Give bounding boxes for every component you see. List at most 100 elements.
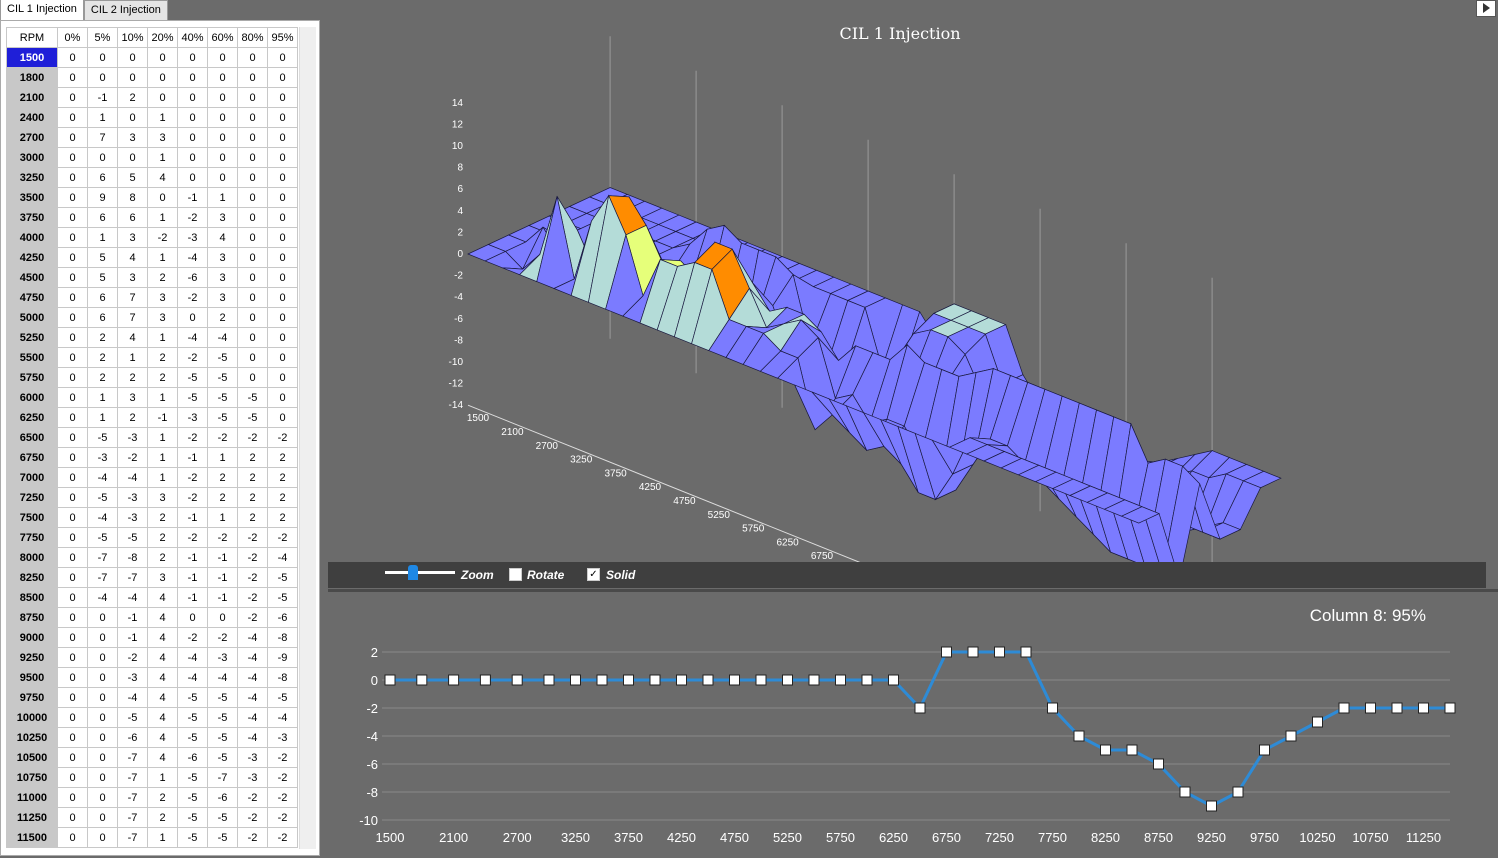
table-cell[interactable]: 0 bbox=[57, 667, 88, 688]
table-cell[interactable]: 0 bbox=[237, 307, 268, 328]
table-cell[interactable]: 0 bbox=[87, 707, 118, 728]
rpm-row-header[interactable]: 7750 bbox=[6, 527, 58, 548]
table-cell[interactable]: 6 bbox=[87, 287, 118, 308]
table-cell[interactable]: 0 bbox=[57, 447, 88, 468]
table-cell[interactable]: 2 bbox=[117, 87, 148, 108]
table-cell[interactable]: 0 bbox=[147, 87, 178, 108]
table-scrollbar[interactable] bbox=[299, 27, 316, 849]
table-cell[interactable]: -4 bbox=[237, 627, 268, 648]
table-cell[interactable]: 5 bbox=[87, 267, 118, 288]
table-cell[interactable]: -1 bbox=[117, 607, 148, 628]
table-cell[interactable]: -3 bbox=[237, 767, 268, 788]
table-cell[interactable]: 0 bbox=[57, 567, 88, 588]
table-cell[interactable]: -3 bbox=[207, 647, 238, 668]
rpm-row-header[interactable]: 9000 bbox=[6, 627, 58, 648]
data-point[interactable] bbox=[782, 674, 793, 686]
table-cell[interactable]: 3 bbox=[207, 287, 238, 308]
table-cell[interactable]: -8 bbox=[267, 627, 298, 648]
table-cell[interactable]: -1 bbox=[177, 547, 208, 568]
surface-chart[interactable]: CIL 1 Injection 14 12 10 8 6 4 2 0 -2 -4 -6 -8 -10 -1… bbox=[328, 0, 1498, 562]
table-cell[interactable]: 0 bbox=[267, 247, 298, 268]
table-cell[interactable]: 4 bbox=[117, 327, 148, 348]
table-cell[interactable]: 0 bbox=[57, 87, 88, 108]
data-point[interactable] bbox=[1206, 800, 1217, 812]
table-cell[interactable]: 0 bbox=[57, 607, 88, 628]
data-point[interactable] bbox=[967, 646, 979, 658]
zoom-slider-track[interactable] bbox=[385, 571, 455, 574]
table-cell[interactable]: -7 bbox=[87, 547, 118, 568]
table-cell[interactable]: 0 bbox=[177, 307, 208, 328]
table-cell[interactable]: 0 bbox=[267, 287, 298, 308]
table-cell[interactable]: 0 bbox=[177, 107, 208, 128]
table-cell[interactable]: 3 bbox=[147, 487, 178, 508]
table-cell[interactable]: 0 bbox=[237, 167, 268, 188]
rpm-row-header[interactable]: 2700 bbox=[6, 127, 58, 148]
table-cell[interactable]: 6 bbox=[87, 167, 118, 188]
table-cell[interactable]: 0 bbox=[207, 87, 238, 108]
rpm-row-header[interactable]: 10750 bbox=[6, 767, 58, 788]
data-point[interactable] bbox=[702, 674, 714, 686]
table-cell[interactable]: -2 bbox=[147, 227, 178, 248]
table-cell[interactable]: -2 bbox=[177, 467, 208, 488]
rpm-row-header[interactable]: 4500 bbox=[6, 267, 58, 288]
rpm-row-header[interactable]: 7000 bbox=[6, 467, 58, 488]
table-cell[interactable]: -7 bbox=[117, 567, 148, 588]
table-cell[interactable]: 1 bbox=[207, 187, 238, 208]
table-cell[interactable]: -5 bbox=[207, 407, 238, 428]
table-cell[interactable]: 0 bbox=[267, 347, 298, 368]
column-header[interactable]: 20% bbox=[147, 27, 178, 48]
table-cell[interactable]: -4 bbox=[177, 647, 208, 668]
table-cell[interactable]: -5 bbox=[87, 527, 118, 548]
data-point[interactable] bbox=[1232, 786, 1244, 798]
table-cell[interactable]: -2 bbox=[267, 807, 298, 828]
table-cell[interactable]: 6 bbox=[87, 207, 118, 228]
table-cell[interactable]: 0 bbox=[87, 147, 118, 168]
column-header[interactable]: 5% bbox=[87, 27, 118, 48]
table-cell[interactable]: 2 bbox=[147, 347, 178, 368]
rpm-row-header[interactable]: 11500 bbox=[6, 827, 58, 848]
table-cell[interactable]: -7 bbox=[117, 787, 148, 808]
table-cell[interactable]: 0 bbox=[177, 47, 208, 68]
table-cell[interactable]: 0 bbox=[267, 187, 298, 208]
table-cell[interactable]: -5 bbox=[177, 787, 208, 808]
table-cell[interactable]: -3 bbox=[117, 667, 148, 688]
table-cell[interactable]: 0 bbox=[87, 827, 118, 848]
data-point[interactable] bbox=[994, 646, 1005, 658]
table-cell[interactable]: 0 bbox=[57, 627, 88, 648]
data-point[interactable] bbox=[570, 674, 581, 686]
table-cell[interactable]: 0 bbox=[267, 267, 298, 288]
table-cell[interactable]: -5 bbox=[177, 387, 208, 408]
table-cell[interactable]: -3 bbox=[177, 407, 208, 428]
table-cell[interactable]: 1 bbox=[147, 427, 178, 448]
rpm-row-header[interactable]: 10250 bbox=[6, 727, 58, 748]
table-cell[interactable]: -5 bbox=[117, 527, 148, 548]
table-cell[interactable]: 4 bbox=[147, 667, 178, 688]
table-cell[interactable]: 0 bbox=[57, 327, 88, 348]
table-cell[interactable]: 0 bbox=[87, 687, 118, 708]
rpm-row-header[interactable]: 4750 bbox=[6, 287, 58, 308]
table-cell[interactable]: 0 bbox=[237, 207, 268, 228]
table-cell[interactable]: 0 bbox=[57, 647, 88, 668]
table-cell[interactable]: 0 bbox=[237, 287, 268, 308]
table-cell[interactable]: 1 bbox=[147, 467, 178, 488]
data-point[interactable] bbox=[1418, 702, 1429, 714]
table-cell[interactable]: -4 bbox=[177, 327, 208, 348]
table-cell[interactable]: 0 bbox=[57, 227, 88, 248]
table-cell[interactable]: 2 bbox=[87, 367, 118, 388]
table-cell[interactable]: -4 bbox=[267, 707, 298, 728]
table-cell[interactable]: 3 bbox=[207, 247, 238, 268]
zoom-slider-handle[interactable] bbox=[408, 565, 418, 580]
table-cell[interactable]: -1 bbox=[117, 627, 148, 648]
table-cell[interactable]: 2 bbox=[267, 447, 298, 468]
table-cell[interactable]: -4 bbox=[177, 667, 208, 688]
data-point[interactable] bbox=[1312, 716, 1323, 728]
table-cell[interactable]: -7 bbox=[87, 567, 118, 588]
table-cell[interactable]: -5 bbox=[207, 387, 238, 408]
table-cell[interactable]: 2 bbox=[117, 407, 148, 428]
table-cell[interactable]: 4 bbox=[147, 607, 178, 628]
table-cell[interactable]: 0 bbox=[267, 107, 298, 128]
table-cell[interactable]: -2 bbox=[207, 627, 238, 648]
data-point[interactable] bbox=[808, 674, 820, 686]
table-cell[interactable]: 9 bbox=[87, 187, 118, 208]
table-cell[interactable]: 0 bbox=[237, 367, 268, 388]
